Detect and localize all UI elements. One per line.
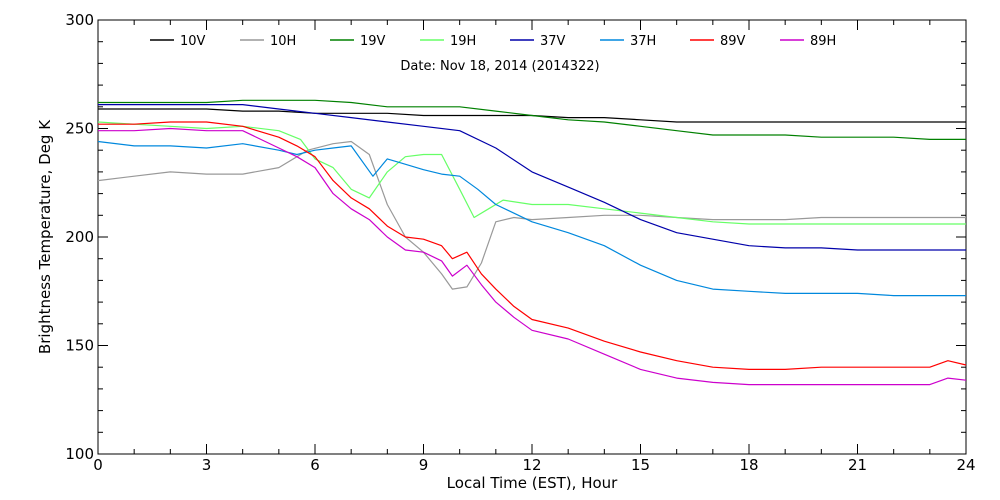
x-tick-label: 21	[848, 456, 867, 474]
y-tick-label: 300	[65, 11, 94, 29]
y-tick-label: 150	[65, 337, 94, 355]
x-axis-label: Local Time (EST), Hour	[447, 474, 618, 492]
legend: 10V 10H 19V 19H 37V 37H 89V 89H	[150, 34, 836, 49]
y-tick-label: 200	[65, 228, 94, 246]
x-tick-label: 6	[310, 456, 320, 474]
series-line-19v	[98, 99, 966, 140]
plot-frame	[97, 19, 967, 455]
series-line-37h	[97, 140, 966, 297]
series-line-89h	[98, 127, 967, 386]
legend-label-19v: 19V	[360, 34, 386, 49]
y-tick-label: 100	[65, 445, 94, 463]
x-tick-label: 9	[419, 456, 429, 474]
legend-label-37h: 37H	[630, 34, 656, 49]
series-line-10h	[97, 140, 966, 290]
axis-ticks: 0 3 6 9 12 15 18 21 24 100 150 200 250 300	[65, 11, 975, 474]
legend-label-37v: 37V	[540, 34, 566, 49]
series-lines	[97, 99, 967, 386]
x-tick-label: 15	[631, 456, 650, 474]
y-axis-label: Brightness Temperature, Deg K	[36, 119, 54, 354]
x-tick-label: 24	[956, 456, 975, 474]
series-line-37v	[98, 103, 966, 251]
series-line-89v	[98, 121, 967, 370]
x-tick-label: 18	[739, 456, 758, 474]
date-annotation: Date: Nov 18, 2014 (2014322)	[400, 59, 599, 74]
x-tick-label: 3	[202, 456, 212, 474]
legend-label-10h: 10H	[270, 34, 296, 49]
x-tick-label: 0	[93, 456, 103, 474]
legend-label-10v: 10V	[180, 34, 206, 49]
legend-label-19h: 19H	[450, 34, 476, 49]
series-line-19h	[97, 121, 966, 225]
x-tick-label: 12	[522, 456, 541, 474]
y-tick-label: 250	[65, 120, 94, 138]
legend-label-89v: 89V	[720, 34, 746, 49]
legend-label-89h: 89H	[810, 34, 836, 49]
